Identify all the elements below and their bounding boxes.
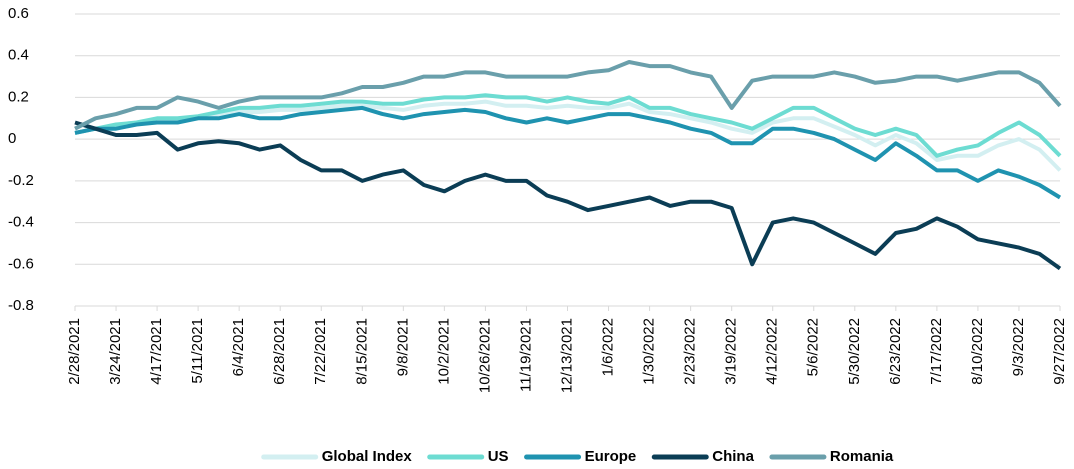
series-line [74,120,1062,271]
x-tick-label: 4/12/2022 [764,318,781,385]
x-tick-label: 8/15/2021 [353,318,370,385]
x-tick-label: 2/28/2021 [66,318,83,385]
series-line [74,99,1062,172]
x-tick-label: 3/24/2021 [107,318,124,385]
y-tick-label: -0.6 [8,255,34,272]
x-tick-label: 5/6/2022 [805,318,822,376]
x-tick-label: 12/13/2021 [558,318,575,393]
legend-label: Romania [830,448,894,465]
x-tick-label: 4/17/2021 [148,318,165,385]
y-tick-label: 0.2 [8,88,29,105]
x-tick-label: 2/23/2022 [682,318,699,385]
series-line [74,93,1062,158]
y-tick-label: -0.2 [8,172,34,189]
y-tick-label: -0.8 [8,297,34,314]
x-tick-label: 9/3/2022 [1010,318,1027,376]
y-tick-label: 0.6 [8,5,29,22]
y-tick-label: 0 [8,130,16,147]
legend-label: US [488,448,509,465]
x-tick-label: 9/8/2021 [394,318,411,376]
x-tick-label: 6/28/2021 [271,318,288,385]
y-tick-label: 0.4 [8,47,29,64]
x-tick-label: 3/19/2022 [723,318,740,385]
x-tick-label: 7/22/2021 [312,318,329,385]
x-tick-label: 8/10/2022 [969,318,986,385]
x-tick-label: 1/6/2022 [600,318,617,376]
x-tick-label: 10/2/2021 [435,318,452,385]
x-tick-label: 11/19/2021 [517,318,534,392]
series-line [74,105,1062,200]
x-tick-label: 5/11/2021 [189,318,206,384]
x-tick-label: 1/30/2022 [641,318,658,385]
x-tick-label: 5/30/2022 [846,318,863,385]
x-tick-label: 9/27/2022 [1051,318,1068,385]
series-line [74,60,1062,131]
legend-label: Global Index [322,448,413,465]
x-tick-label: 6/23/2022 [887,318,904,385]
legend-label: Europe [585,448,637,465]
legend-label: China [712,448,754,465]
x-tick-label: 6/4/2021 [230,318,247,376]
y-tick-label: -0.4 [8,214,34,231]
x-tick-label: 7/17/2022 [928,318,945,385]
x-tick-label: 10/26/2021 [476,318,493,393]
